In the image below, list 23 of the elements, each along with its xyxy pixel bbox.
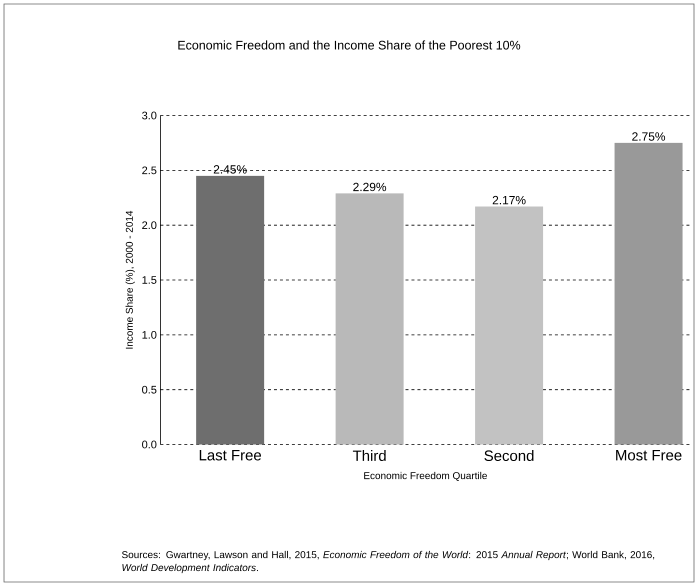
x-tick-label: Most Free [616,450,682,460]
chart-title: Economic Freedom and the Income Share of the Poorest 10% [178,40,520,50]
y-tick-label: 2.0 [142,221,156,230]
bar [336,193,404,445]
x-axis-title: Economic Freedom Quartile [364,472,487,481]
bar [475,206,544,445]
data-label: 2.45% [214,165,247,174]
data-label: 2.29% [353,182,386,192]
x-tick-label: Second [484,450,534,462]
data-label: 2.75% [632,132,666,141]
text: Sources: Gwartney, Lawson and Hall, 2015, Economic Freedom of the World: 2015 Annual Report; World Bank, 2016, World Development Indicators. [122,550,654,574]
y-tick-label: 0.5 [142,386,156,394]
y-tick-label: 3.0 [142,112,156,120]
bar [614,142,683,445]
bar [196,176,264,445]
y-tick-label: 1.5 [142,276,156,284]
x-tick-label: Last Free [200,450,262,460]
y-tick-label: 2.5 [142,166,156,174]
x-tick-label: Third [352,450,386,462]
y-tick-label: 0.0 [142,440,156,448]
data-label: 2.17% [492,196,526,204]
y-tick-label: 1.0 [142,330,156,339]
y-axis-title: Income Share (%), 2000 - 2014 [126,210,135,349]
